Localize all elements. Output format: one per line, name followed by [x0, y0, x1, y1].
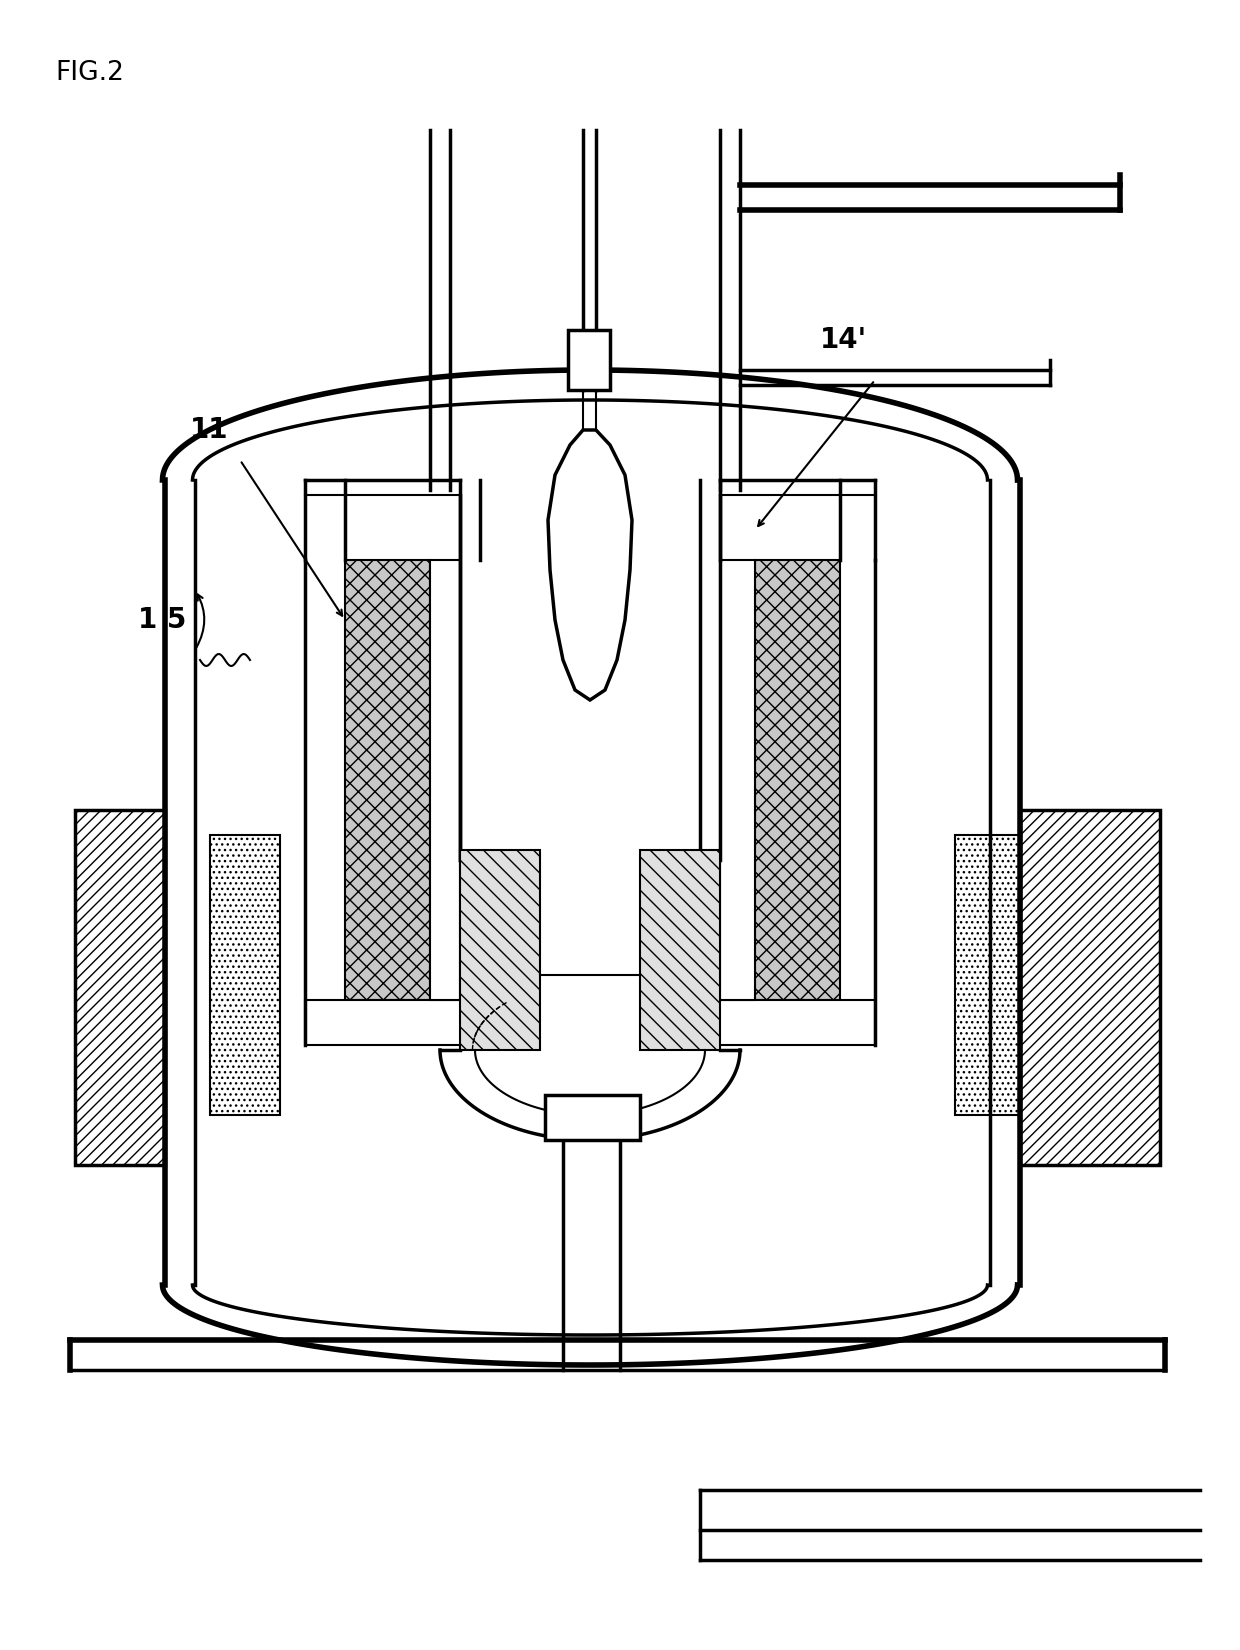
Text: 1 5: 1 5: [138, 606, 186, 634]
Polygon shape: [715, 1000, 875, 1044]
Polygon shape: [955, 835, 1021, 1115]
Polygon shape: [755, 559, 839, 1000]
Polygon shape: [548, 431, 632, 700]
Text: FIG.2: FIG.2: [55, 59, 124, 86]
Polygon shape: [430, 559, 460, 1000]
Polygon shape: [345, 559, 430, 1000]
Text: 14': 14': [820, 327, 867, 355]
Polygon shape: [305, 1000, 470, 1044]
Polygon shape: [568, 330, 610, 389]
Polygon shape: [460, 850, 539, 1049]
Polygon shape: [720, 559, 755, 1000]
Polygon shape: [210, 835, 280, 1115]
Text: 11: 11: [190, 416, 228, 444]
Polygon shape: [640, 850, 720, 1049]
Polygon shape: [74, 810, 165, 1165]
Polygon shape: [546, 1096, 640, 1140]
Polygon shape: [1021, 810, 1159, 1165]
